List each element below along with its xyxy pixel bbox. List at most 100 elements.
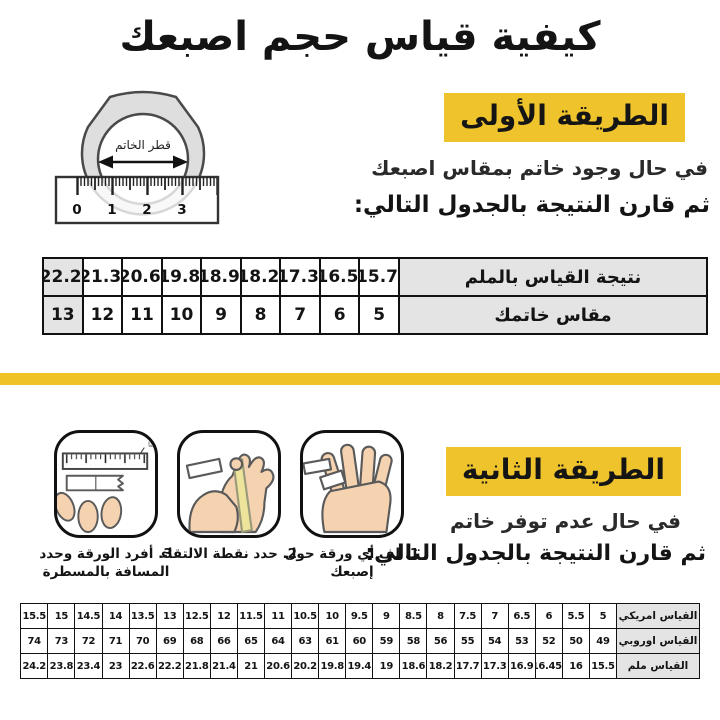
value-cell: 16.5 [318,257,361,297]
value-cell: 22.2 [42,257,84,297]
value-cell: 63 [291,628,320,654]
value-cell: 53 [507,628,536,654]
value-cell: 55 [453,628,482,654]
method1-heading: الطريقة الأولى [444,93,685,143]
step-3: بداية المسطرة هنا 3. أفرد الورقة وحدد ال… [39,430,173,581]
table-row: مقاس خاتمك 5 6 7 8 9 10 11 12 13 [42,295,708,335]
value-cell: 64 [263,628,293,654]
ruler-numbers: 0 1 2 3 [72,202,186,218]
value-cell: 13 [155,603,184,629]
value-cell: 15 [47,603,76,629]
value-cell: 17.7 [453,653,482,679]
value-cell: 16.9 [507,653,536,679]
value-cell: 14.5 [74,603,103,629]
diameter-arrow-icon [98,155,188,169]
value-cell: 20.6 [263,653,293,679]
step2-caption: 2. حدد نقطة الالتقاء [160,546,298,562]
value-cell: 9 [200,295,242,335]
value-cell: 20.6 [121,257,163,297]
value-cell: 10 [318,603,347,629]
row-header-cell: القياس امريكي [616,603,700,629]
value-cell: 18.2 [426,653,455,679]
value-cell: 11.5 [236,603,265,629]
value-cell: 13 [42,295,84,335]
table-row: القياس امريكي 5 5.5 6 6.5 7 7.5 8 8.5 9 9.5 10 10.5 1… [19,603,700,629]
value-cell: 7 [279,295,321,335]
value-cell: 8 [426,603,455,629]
value-cell: 54 [480,628,509,654]
value-cell: 10.5 [291,603,320,629]
value-cell: 50 [561,628,590,654]
row-header-cell: القياس اوروبي [616,628,700,654]
value-cell: 15.5 [19,603,49,629]
table-row: نتيجة القياس بالملم 15.7 16.5 17.3 18.2 18.9 1… [42,257,708,297]
value-cell: 7.5 [453,603,482,629]
value-cell: 6.5 [507,603,536,629]
step1-box [300,430,404,538]
value-cell: 21.3 [81,257,124,297]
value-cell: 19 [372,653,401,679]
value-cell: 22.6 [128,653,157,679]
method2-line2: ثم قارن النتيجة بالجدول التالي: [365,541,706,566]
wrap-paper-around-finger-icon [303,443,393,534]
value-cell: 74 [19,628,49,654]
value-cell: 16.45 [534,653,563,679]
row-header-cell: نتيجة القياس بالملم [398,257,708,297]
step3-box: بداية المسطرة هنا [54,430,158,538]
value-cell: 13.5 [128,603,157,629]
value-cell: 59 [372,628,401,654]
ring-size-table-mm: نتيجة القياس بالملم 15.7 16.5 17.3 18.2 18.9 1… [42,257,708,335]
value-cell: 52 [534,628,563,654]
step-1: 1. لف أي ورقة حول إصبعك [285,430,419,581]
mark-meeting-point-icon [185,453,275,534]
value-cell: 12 [81,295,124,335]
method2-line1: في حال عدم توفر خاتم [449,509,681,533]
value-cell: 5 [358,295,400,335]
svg-text:1: 1 [107,202,116,218]
row-header-cell: القياس ملم [616,653,700,679]
value-cell: 49 [588,628,618,654]
value-cell: 17.3 [480,653,509,679]
value-cell: 23 [101,653,130,679]
ruler-ticks [76,177,217,196]
value-cell: 7 [480,603,509,629]
yellow-divider [0,373,720,385]
value-cell: 18.9 [200,257,242,297]
value-cell: 61 [318,628,347,654]
value-cell: 72 [74,628,103,654]
step-2: 2. حدد نقطة الالتقاء [161,430,297,581]
value-cell: 16 [561,653,590,679]
value-cell: 21.4 [209,653,238,679]
step3-caption: 3. أفرد الورقة وحدد المسافة بالمسطرة [39,546,173,581]
ring-diameter-label: قطر الخاتم [115,138,171,153]
value-cell: 14 [101,603,130,629]
ruler-hint-label: بداية المسطرة هنا [148,442,154,449]
value-cell: 71 [101,628,130,654]
value-cell: 70 [128,628,157,654]
method2-heading: الطريقة الثانية [445,447,681,497]
value-cell: 6 [318,295,361,335]
value-cell: 15.7 [358,257,400,297]
value-cell: 5.5 [561,603,590,629]
value-cell: 58 [399,628,428,654]
row-header-cell: مقاس خاتمك [398,295,708,335]
value-cell: 24.2 [19,653,49,679]
value-cell: 5 [588,603,618,629]
value-cell: 56 [426,628,455,654]
value-cell: 10 [160,295,203,335]
value-cell: 66 [209,628,238,654]
measure-with-ruler-icon: بداية المسطرة هنا [57,442,155,533]
value-cell: 15.5 [588,653,618,679]
value-cell: 12.5 [182,603,211,629]
value-cell: 18.2 [239,257,282,297]
value-cell: 8 [239,295,282,335]
svg-text:2: 2 [142,202,151,218]
svg-text:3: 3 [177,202,186,218]
method1-line2: ثم قارن النتيجة بالجدول التالي: [353,192,710,218]
value-cell: 23.8 [47,653,76,679]
step1-caption: 1. لف أي ورقة حول إصبعك [284,546,420,581]
value-cell: 22.2 [155,653,184,679]
method2-steps: 1. لف أي ورقة حول إصبعك 2. حدد نقطة الال [38,430,419,581]
page-title: كيفية قياس حجم اصبعك [119,14,601,60]
